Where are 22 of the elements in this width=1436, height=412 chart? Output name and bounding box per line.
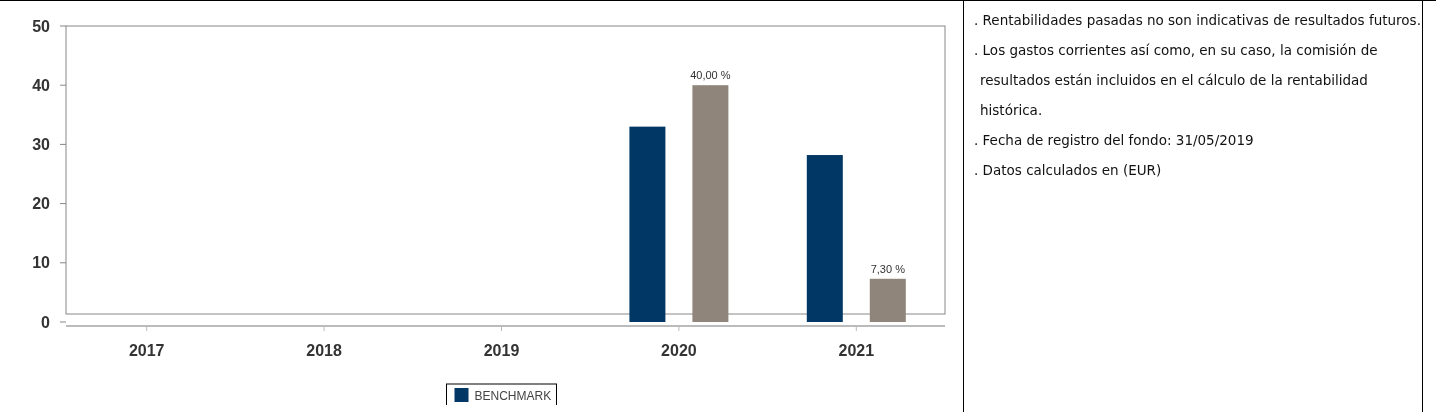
x-tick-label: 2017 bbox=[128, 342, 165, 359]
y-tick-label: 20 bbox=[32, 195, 51, 213]
data-label: 40,00 % bbox=[690, 69, 731, 82]
y-tick-label: 40 bbox=[32, 76, 51, 94]
x-tick-label: 2019 bbox=[483, 342, 520, 359]
data-label: 7,30 % bbox=[870, 262, 906, 275]
bar bbox=[806, 155, 843, 322]
legend-label: BENCHMARK bbox=[474, 389, 552, 403]
y-tick-label: 0 bbox=[41, 313, 51, 331]
y-tick-label: 30 bbox=[32, 136, 51, 153]
x-tick-label: 2018 bbox=[306, 342, 342, 359]
text: . Fecha de registro del fondo: 31/05/2019 bbox=[974, 131, 1255, 150]
text: . Rentabilidades pasadas no son indicativas de resultados futuros. bbox=[974, 11, 1422, 30]
bar bbox=[869, 278, 906, 322]
x-tick-label: 2021 bbox=[838, 342, 875, 359]
y-tick-label: 10 bbox=[32, 254, 51, 272]
y-tick-label: 50 bbox=[32, 17, 51, 35]
x-tick-label: 2020 bbox=[661, 342, 697, 359]
text: . Datos calculados en (EUR) bbox=[974, 161, 1163, 180]
bar bbox=[629, 126, 666, 322]
bar bbox=[692, 85, 729, 322]
text: . Los gastos corrientes así como, en su caso, la comisión de resultados están incluidos en el cálculo de la rentabilidad histórica. bbox=[974, 41, 1379, 120]
